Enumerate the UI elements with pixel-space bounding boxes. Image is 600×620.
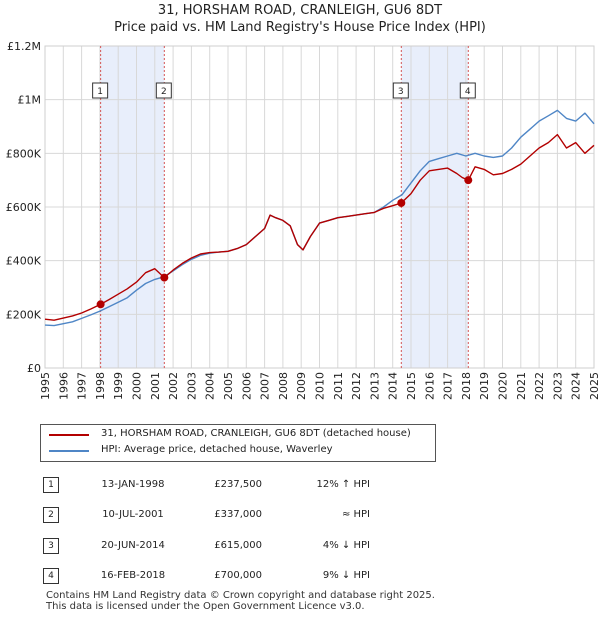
x-tick-label: 2004 <box>204 372 217 400</box>
x-tick-label: 2014 <box>387 372 400 400</box>
x-tick-label: 2017 <box>442 372 455 400</box>
footer-copyright: Contains HM Land Registry data © Crown c… <box>46 590 435 601</box>
x-tick-label: 2006 <box>240 372 253 400</box>
price-chart: £0 £200K £400K £600K £800K £1M £1.2M 1995 1996 19… <box>6 40 600 400</box>
y-tick-label: £400K <box>6 255 42 268</box>
legend-item-hpi: HPI: Average price, detached house, Wave… <box>41 443 433 459</box>
x-tick-label: 2015 <box>405 372 418 400</box>
transaction-date: 16-FEB-2018 <box>100 570 166 581</box>
chart-subtitle: Price paid vs. HM Land Registry's House … <box>114 20 486 35</box>
x-tick-label: 1997 <box>76 372 89 400</box>
transaction-price: £237,500 <box>214 479 262 490</box>
legend-swatch-hpi <box>49 450 89 452</box>
x-tick-label: 2001 <box>149 372 162 400</box>
x-tick-label: 2011 <box>332 372 345 400</box>
sale-number-box <box>459 82 476 99</box>
sale-number-label: 1 <box>97 87 103 97</box>
transaction-hpi-relation: ≈ HPI <box>341 509 370 520</box>
transaction-number: 3 <box>43 538 59 554</box>
x-tick-label: 2019 <box>478 372 491 400</box>
x-tick-label: 1998 <box>94 372 107 400</box>
transaction-hpi-relation: 9% ↓ HPI <box>322 570 370 581</box>
legend-swatch-property <box>49 434 89 436</box>
property-series-line <box>44 133 595 321</box>
sale-number-label: 4 <box>465 87 471 97</box>
transaction-date: 20-JUN-2014 <box>101 540 165 551</box>
transaction-row: 4 16-FEB-2018 £700,000 9% ↓ HPI <box>40 566 420 586</box>
transaction-row: 2 10-JUL-2001 £337,000 ≈ HPI <box>40 505 420 525</box>
sale-number-label: 3 <box>398 87 404 97</box>
sale-number-label: 2 <box>161 87 167 97</box>
transaction-row: 3 20-JUN-2014 £615,000 4% ↓ HPI <box>40 536 420 556</box>
x-tick-label: 2003 <box>185 372 198 400</box>
transaction-price: £337,000 <box>214 509 262 520</box>
transaction-hpi-relation: 4% ↓ HPI <box>322 540 370 551</box>
legend-label-hpi: HPI: Average price, detached house, Wave… <box>101 444 333 455</box>
y-tick-label: £0 <box>27 362 41 375</box>
sale-number-box <box>155 82 172 99</box>
sale-point <box>96 300 105 309</box>
x-tick-label: 2008 <box>277 372 290 400</box>
x-tick-label: 2012 <box>350 372 363 400</box>
sale-point <box>160 273 169 282</box>
x-tick-label: 2016 <box>423 372 436 400</box>
x-tick-label: 2023 <box>551 372 564 400</box>
sale-number-box <box>392 82 409 99</box>
transaction-hpi-relation: 12% ↑ HPI <box>316 479 370 490</box>
chart-title: 31, HORSHAM ROAD, CRANLEIGH, GU6 8DT <box>157 3 443 18</box>
legend-item-property: 31, HORSHAM ROAD, CRANLEIGH, GU6 8DT (de… <box>41 427 433 443</box>
x-tick-label: 1995 <box>39 372 52 400</box>
x-tick-label: 2009 <box>295 372 308 400</box>
y-tick-label: £1M <box>18 94 42 107</box>
plot-frame <box>44 45 595 369</box>
transaction-price: £700,000 <box>214 570 262 581</box>
x-tick-label: 2007 <box>259 372 272 400</box>
x-tick-label: 2021 <box>515 372 528 400</box>
x-tick-label: 1999 <box>112 372 125 400</box>
x-tick-label: 2020 <box>497 372 510 400</box>
transaction-price: £615,000 <box>214 540 262 551</box>
y-tick-label: £200K <box>6 308 42 321</box>
x-tick-label: 2024 <box>570 372 583 400</box>
footer-license: This data is licensed under the Open Gov… <box>46 601 365 612</box>
y-tick-label: £1.2M <box>7 40 41 53</box>
y-tick-label: £600K <box>6 201 42 214</box>
y-tick-label: £800K <box>6 147 42 160</box>
transaction-date: 10-JUL-2001 <box>102 509 164 520</box>
x-tick-label: 2010 <box>314 372 327 400</box>
legend: 31, HORSHAM ROAD, CRANLEIGH, GU6 8DT (de… <box>40 424 436 462</box>
sale-point <box>464 176 473 185</box>
transaction-number: 2 <box>43 507 59 523</box>
x-tick-label: 2000 <box>131 372 144 400</box>
x-tick-label: 2018 <box>460 372 473 400</box>
legend-label-property: 31, HORSHAM ROAD, CRANLEIGH, GU6 8DT (de… <box>101 428 411 439</box>
x-tick-label: 2002 <box>167 372 180 400</box>
transaction-number: 1 <box>43 477 59 493</box>
transaction-date: 13-JAN-1998 <box>101 479 165 490</box>
x-tick-label: 2013 <box>368 372 381 400</box>
transaction-number: 4 <box>43 568 59 584</box>
sale-number-box <box>92 82 109 99</box>
sale-point <box>397 198 406 207</box>
transaction-row: 1 13-JAN-1998 £237,500 12% ↑ HPI <box>40 475 420 495</box>
x-tick-label: 2005 <box>222 372 235 400</box>
footer: Contains HM Land Registry data © Crown c… <box>46 590 435 612</box>
x-tick-label: 2022 <box>533 372 546 400</box>
x-tick-label: 2025 <box>588 372 600 400</box>
x-tick-label: 1996 <box>57 372 70 400</box>
